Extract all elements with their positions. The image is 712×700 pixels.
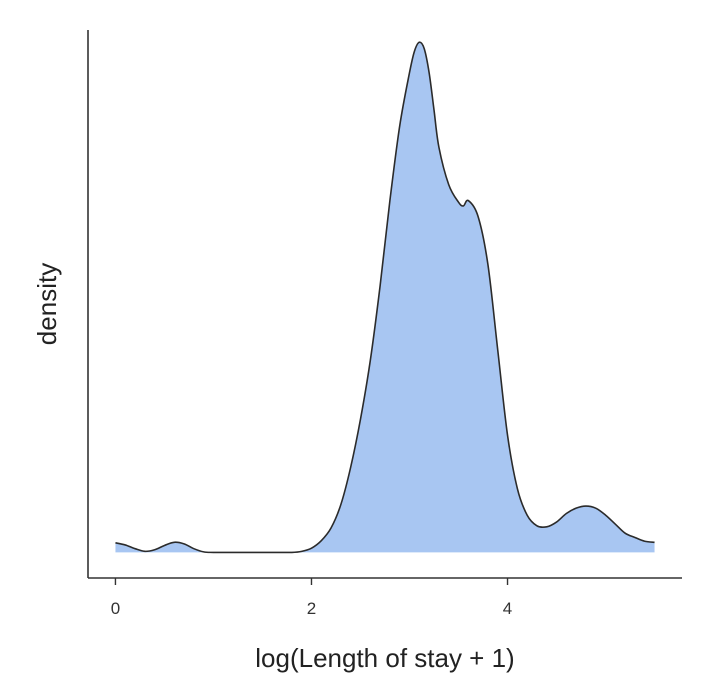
x-axis-title: log(Length of stay + 1) — [255, 643, 514, 673]
density-area — [115, 42, 655, 553]
x-tick-label: 4 — [503, 599, 512, 618]
x-axis-ticks: 0 2 4 — [111, 578, 512, 618]
x-tick-label: 2 — [307, 599, 316, 618]
x-tick-label: 0 — [111, 599, 120, 618]
density-curve — [115, 41, 655, 554]
y-axis-title: density — [32, 263, 62, 345]
plot-area — [115, 41, 655, 554]
